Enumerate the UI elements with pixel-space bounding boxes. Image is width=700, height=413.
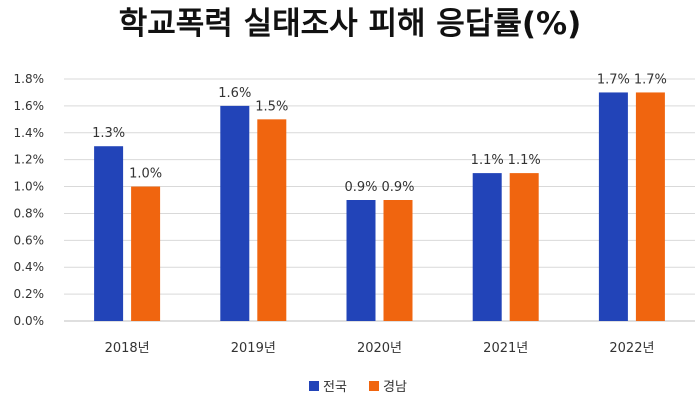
y-tick-label: 1.6% (14, 99, 45, 113)
bar-전국-2021년 (472, 173, 502, 321)
y-tick-label: 1.4% (14, 126, 45, 140)
y-axis-ticks: 0.0% 0.2% 0.4% 0.6% 0.8% 1.0% 1.2% 1.4% 1.6% 1.8% (14, 72, 45, 328)
bar-전국-2020년 (346, 200, 376, 321)
y-tick-label: 1.0% (14, 180, 45, 194)
y-tick-label: 1.2% (14, 153, 45, 167)
x-axis-categories: 2018년 2019년 2020년 2021년 2022년 (105, 341, 655, 356)
bar-경남-2021년 (509, 173, 539, 321)
x-category-label: 2019년 (231, 341, 276, 356)
bar-경남-2020년 (383, 200, 413, 321)
bar-전국-2019년 (220, 105, 250, 321)
bar-경남-2022년 (635, 92, 665, 321)
y-tick-label: 1.8% (14, 72, 45, 86)
legend-swatch (309, 381, 319, 391)
bar-경남-2019년 (257, 119, 287, 321)
data-labels: 1.3% 1.0% 1.6% 1.5% 0.9% 0.9% 1.1% 1.1% 1.7% 1.7% (92, 72, 667, 195)
x-category-label: 2022년 (609, 341, 654, 356)
bars (94, 92, 665, 321)
legend-label: 경남 (383, 380, 407, 395)
data-label: 1.1% (471, 153, 504, 168)
gridlines (64, 78, 695, 322)
y-tick-label: 0.0% (14, 314, 45, 328)
data-label: 1.1% (508, 153, 541, 168)
chart-title: 학교폭력 실태조사 피해 응답률(%) (119, 6, 582, 42)
y-tick-label: 0.4% (14, 260, 45, 274)
x-category-label: 2021년 (483, 341, 528, 356)
data-label: 0.9% (344, 180, 377, 195)
bar-경남-2018년 (131, 186, 161, 321)
data-label: 1.7% (634, 72, 667, 87)
x-category-label: 2018년 (105, 341, 150, 356)
legend-swatch (369, 381, 379, 391)
data-label: 1.5% (255, 99, 288, 114)
data-label: 1.7% (597, 72, 630, 87)
data-label: 1.3% (92, 126, 125, 141)
bar-전국-2018년 (94, 146, 124, 321)
y-tick-label: 0.8% (14, 206, 45, 220)
y-tick-label: 0.6% (14, 233, 45, 247)
legend-item: 전국 (309, 380, 347, 395)
data-label: 1.0% (129, 167, 162, 182)
y-tick-label: 0.2% (14, 287, 45, 301)
legend-label: 전국 (323, 380, 347, 395)
data-label: 1.6% (218, 86, 251, 101)
legend-item: 경남 (369, 380, 407, 395)
data-label: 0.9% (381, 180, 414, 195)
bar-전국-2022년 (598, 92, 628, 321)
x-category-label: 2020년 (357, 341, 402, 356)
legend: 전국 경남 (309, 380, 407, 395)
